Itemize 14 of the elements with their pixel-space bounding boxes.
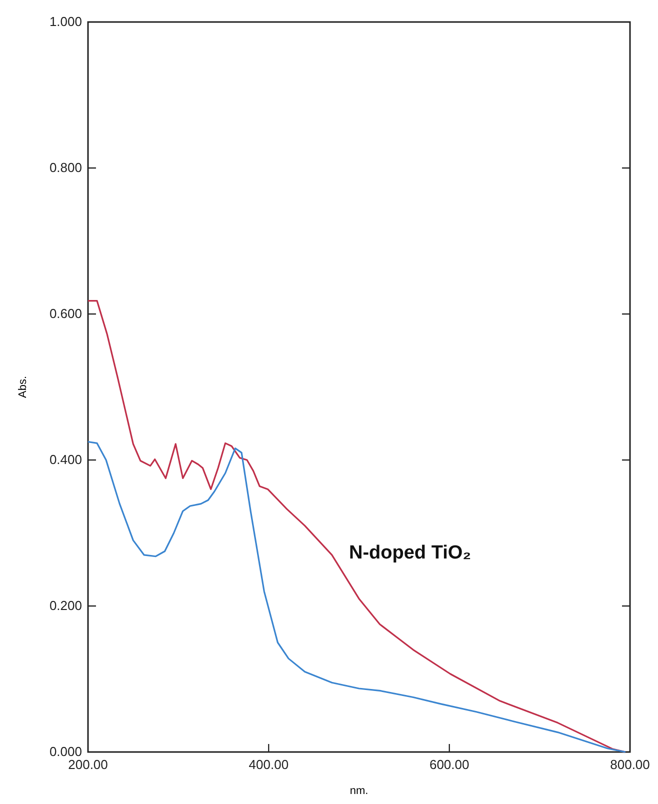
y-tick-label: 0.400 bbox=[49, 452, 82, 468]
x-tick-label: 800.00 bbox=[610, 757, 650, 772]
x-tick-label: 600.00 bbox=[429, 757, 470, 772]
x-tick-label: 200.00 bbox=[68, 757, 108, 772]
y-tick-label: 0.800 bbox=[49, 160, 82, 176]
y-tick-label: 0.600 bbox=[49, 306, 82, 322]
y-tick-label: 0.200 bbox=[49, 598, 82, 614]
y-tick-label: 0.000 bbox=[49, 744, 82, 760]
x-axis-title: nm. bbox=[350, 785, 368, 797]
x-tick-label: 400.00 bbox=[248, 757, 289, 772]
y-tick-label: 1.000 bbox=[49, 14, 82, 30]
series-label: N-doped TiO₂ bbox=[349, 542, 472, 564]
y-axis-title: Abs. bbox=[17, 376, 29, 398]
line-series bbox=[87, 440, 626, 753]
